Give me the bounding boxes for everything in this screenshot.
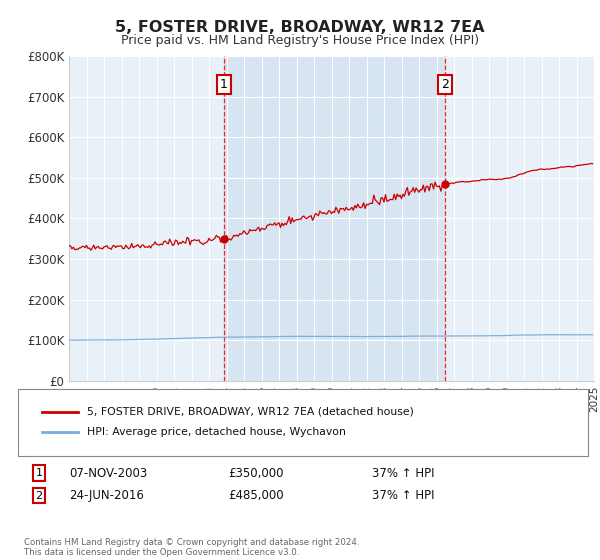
Text: 37% ↑ HPI: 37% ↑ HPI [372,466,434,480]
Text: Price paid vs. HM Land Registry's House Price Index (HPI): Price paid vs. HM Land Registry's House … [121,34,479,46]
Text: 5, FOSTER DRIVE, BROADWAY, WR12 7EA: 5, FOSTER DRIVE, BROADWAY, WR12 7EA [115,20,485,35]
Text: HPI: Average price, detached house, Wychavon: HPI: Average price, detached house, Wych… [87,427,346,437]
Text: 1: 1 [220,78,228,91]
Text: £350,000: £350,000 [228,466,284,480]
Text: Contains HM Land Registry data © Crown copyright and database right 2024.
This d: Contains HM Land Registry data © Crown c… [24,538,359,557]
Text: 2: 2 [441,78,449,91]
Text: 2: 2 [35,491,43,501]
Text: 1: 1 [35,468,43,478]
Text: £485,000: £485,000 [228,489,284,502]
Bar [224,56,445,381]
Text: 5, FOSTER DRIVE, BROADWAY, WR12 7EA (detached house): 5, FOSTER DRIVE, BROADWAY, WR12 7EA (det… [87,407,414,417]
Text: 07-NOV-2003: 07-NOV-2003 [69,466,147,480]
Text: 24-JUN-2016: 24-JUN-2016 [69,489,144,502]
Text: 37% ↑ HPI: 37% ↑ HPI [372,489,434,502]
